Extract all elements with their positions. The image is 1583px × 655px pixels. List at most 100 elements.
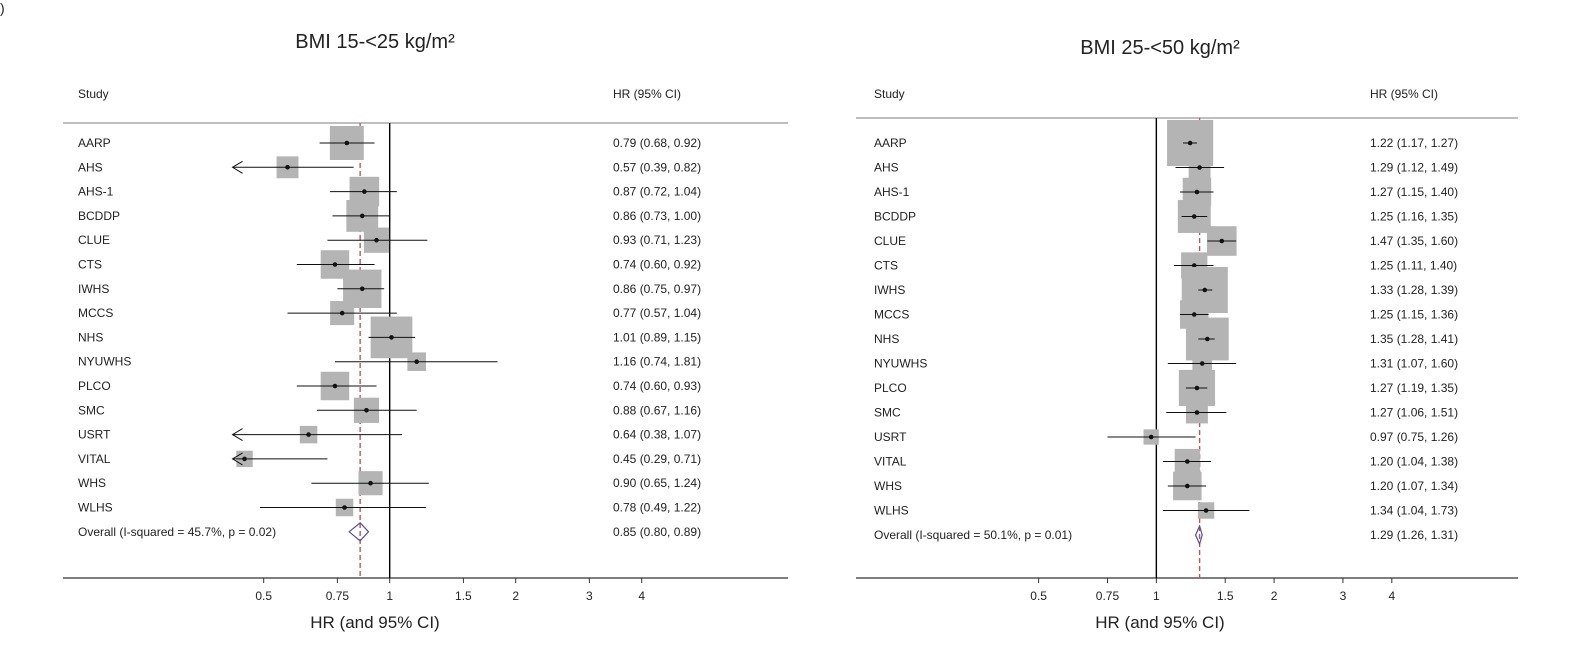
study-point-estimate: [359, 213, 365, 219]
hr-column-header: HR (95% CI): [1370, 87, 1438, 101]
study-name: NHS: [874, 332, 899, 346]
study-name: CTS: [78, 258, 102, 272]
overall-hr-label: 1.29 (1.26, 1.31): [1370, 528, 1458, 542]
hr-column-header: HR (95% CI): [613, 87, 681, 101]
study-name: AHS-1: [78, 185, 114, 199]
study-name: NHS: [78, 330, 103, 344]
study-point-estimate: [285, 165, 290, 170]
study-point-estimate: [339, 310, 345, 316]
study-point-estimate: [1203, 508, 1209, 513]
study-name: USRT: [78, 428, 111, 442]
x-tick-label: 2: [1271, 589, 1278, 603]
overall-hr-label: 0.85 (0.80, 0.89): [613, 525, 701, 539]
overall-label: Overall (I-squared = 50.1%, p = 0.01): [874, 528, 1072, 542]
study-point-estimate: [344, 140, 350, 146]
study-name: USRT: [874, 430, 907, 444]
study-column-header: Study: [874, 87, 905, 101]
ci-truncation-arrow: [231, 452, 243, 466]
study-name: VITAL: [874, 455, 907, 469]
study-point-estimate: [1191, 312, 1197, 317]
figure-label-fragment: ): [0, 0, 5, 16]
study-name: SMC: [78, 403, 105, 417]
study-name: WHS: [874, 479, 902, 493]
x-tick-label: 0.5: [255, 589, 272, 603]
study-name: AARP: [78, 136, 111, 150]
x-tick-label: 1.5: [455, 589, 472, 603]
study-hr-label: 1.16 (0.74, 1.81): [613, 355, 701, 369]
study-name: IWHS: [78, 282, 109, 296]
study-hr-label: 1.34 (1.04, 1.73): [1370, 504, 1458, 518]
study-name: CTS: [874, 259, 898, 273]
study-point-estimate: [359, 286, 365, 292]
study-name: AHS: [78, 160, 103, 174]
study-hr-label: 0.74 (0.60, 0.92): [613, 258, 701, 272]
study-hr-label: 0.45 (0.29, 0.71): [613, 452, 701, 466]
study-point-estimate: [1185, 459, 1190, 464]
study-point-estimate: [389, 335, 394, 340]
study-name: CLUE: [874, 234, 906, 248]
study-point-estimate: [1197, 165, 1202, 170]
study-point-estimate: [242, 456, 247, 462]
forest-plot-right-svg: BMI 25-<50 kg/m² Study HR (95% CI) AARP 1.22…: [856, 37, 1518, 632]
study-name: WLHS: [78, 501, 113, 515]
study-point-estimate: [1148, 434, 1154, 440]
study-name: IWHS: [874, 283, 905, 297]
study-column-header: Study: [78, 87, 109, 101]
study-point-estimate: [1191, 263, 1197, 268]
ci-truncation-arrow: [231, 428, 243, 442]
study-hr-label: 0.74 (0.60, 0.93): [613, 379, 701, 393]
study-name: MCCS: [874, 308, 909, 322]
x-tick-label: 0.5: [1030, 589, 1047, 603]
study-hr-label: 1.25 (1.16, 1.35): [1370, 210, 1458, 224]
study-hr-label: 0.64 (0.38, 1.07): [613, 428, 701, 442]
forest-plot-bmi-normal: BMI 15-<25 kg/m² Study HR (95% CI) AARP 0.79…: [8, 6, 796, 652]
study-point-estimate: [1205, 336, 1210, 342]
study-point-estimate: [362, 189, 367, 194]
study-name: SMC: [874, 406, 901, 420]
study-point-estimate: [332, 383, 338, 389]
x-tick-label: 4: [1388, 589, 1395, 603]
study-point-estimate: [332, 262, 338, 267]
study-name: AHS-1: [874, 185, 910, 199]
study-hr-label: 1.22 (1.17, 1.27): [1370, 136, 1458, 150]
x-tick-label: 1.5: [1217, 589, 1234, 603]
study-point-estimate: [374, 237, 379, 243]
study-hr-label: 1.27 (1.15, 1.40): [1370, 185, 1458, 199]
study-hr-label: 1.01 (0.89, 1.15): [613, 330, 701, 344]
study-name: CLUE: [78, 233, 110, 247]
x-tick-label: 3: [586, 589, 593, 603]
study-hr-label: 1.27 (1.06, 1.51): [1370, 406, 1458, 420]
study-hr-label: 1.25 (1.11, 1.40): [1370, 259, 1457, 273]
study-name: NYUWHS: [78, 355, 131, 369]
study-hr-label: 0.93 (0.71, 1.23): [613, 233, 701, 247]
study-point-estimate: [414, 359, 419, 365]
ci-truncation-arrow: [231, 160, 243, 174]
overall-diamond: [348, 521, 370, 542]
study-hr-label: 1.20 (1.04, 1.38): [1370, 455, 1458, 469]
study-hr-label: 0.57 (0.39, 0.82): [613, 160, 701, 174]
study-hr-label: 1.31 (1.07, 1.60): [1370, 357, 1458, 371]
overall-label: Overall (I-squared = 45.7%, p = 0.02): [78, 525, 276, 539]
x-axis-label: HR (and 95% CI): [310, 613, 439, 632]
study-hr-label: 1.33 (1.28, 1.39): [1370, 283, 1458, 297]
study-point-estimate: [1219, 238, 1225, 244]
study-name: PLCO: [874, 381, 907, 395]
x-tick-label: 0.75: [1096, 589, 1120, 603]
x-tick-label: 0.75: [326, 589, 350, 603]
chart-title: BMI 25-<50 kg/m²: [1080, 37, 1240, 59]
study-hr-label: 0.78 (0.49, 1.22): [613, 501, 701, 515]
study-name: NYUWHS: [874, 357, 927, 371]
study-name: VITAL: [78, 452, 111, 466]
study-hr-label: 0.88 (0.67, 1.16): [613, 403, 701, 417]
x-axis-label: HR (and 95% CI): [1095, 613, 1224, 632]
study-name: AARP: [874, 136, 907, 150]
study-hr-label: 0.77 (0.57, 1.04): [613, 306, 701, 320]
x-tick-label: 1: [386, 589, 393, 603]
study-name: PLCO: [78, 379, 111, 393]
study-point-estimate: [1187, 140, 1193, 146]
chart-title: BMI 15-<25 kg/m²: [295, 31, 455, 53]
study-name: BCDDP: [874, 210, 916, 224]
study-point-estimate: [368, 480, 373, 486]
study-hr-label: 1.29 (1.12, 1.49): [1370, 161, 1458, 175]
study-hr-label: 0.79 (0.68, 0.92): [613, 136, 701, 150]
